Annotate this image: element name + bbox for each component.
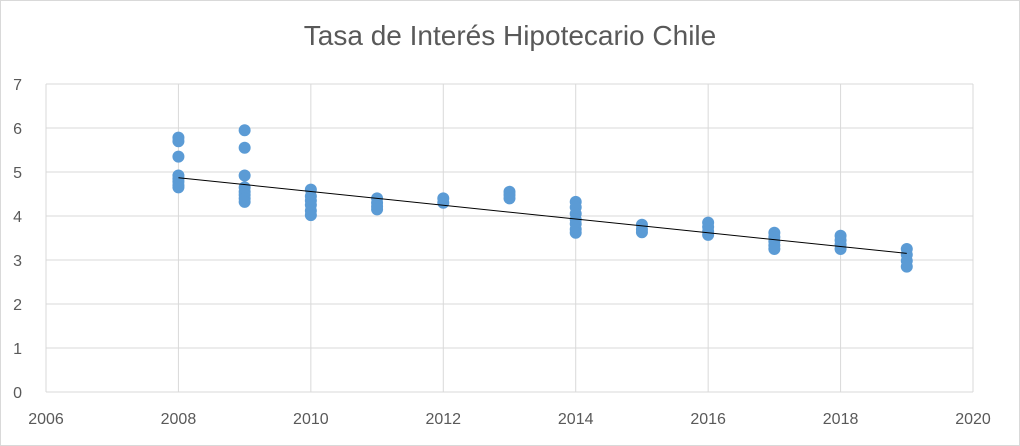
data-point [238, 141, 251, 154]
trendline [178, 177, 907, 254]
data-point [172, 181, 185, 194]
data-point [900, 260, 913, 273]
y-tick-label: 0 [13, 385, 22, 402]
x-tick-label: 2018 [823, 411, 859, 428]
x-tick-label: 2020 [955, 411, 991, 428]
y-tick-label: 2 [13, 297, 22, 314]
y-tick-label: 3 [13, 253, 22, 270]
data-point [238, 195, 251, 208]
y-tick-label: 5 [13, 165, 22, 182]
y-tick-label: 4 [13, 209, 22, 226]
data-point [172, 135, 185, 148]
y-tick-label: 7 [13, 77, 22, 94]
data-point [437, 196, 450, 209]
x-tick-label: 2014 [558, 411, 594, 428]
axis-tick-labels: 0 1 2 3 4 5 6 7 2006 2008 2010 2012 2014 2016 2018 2020 [13, 77, 991, 428]
data-point [768, 243, 781, 255]
data-point [238, 169, 251, 182]
data-point [834, 243, 847, 255]
data-point [702, 228, 715, 241]
x-tick-label: 2008 [161, 411, 197, 428]
trendline-layer [178, 177, 907, 254]
x-tick-label: 2012 [425, 411, 461, 428]
gridlines [45, 83, 974, 393]
x-tick-label: 2010 [293, 411, 329, 428]
data-point [569, 226, 582, 239]
chart-title: Tasa de Interés Hipotecario Chile [303, 20, 717, 51]
x-tick-label: 2016 [690, 411, 726, 428]
data-point [304, 209, 317, 222]
data-point [172, 150, 185, 163]
data-point [503, 192, 516, 205]
data-point [635, 226, 648, 239]
data-point [371, 203, 384, 216]
data-points [172, 124, 913, 273]
x-tick-label: 2006 [28, 411, 64, 428]
data-point [238, 124, 251, 137]
y-tick-label: 1 [13, 341, 22, 358]
y-tick-label: 6 [13, 121, 22, 138]
